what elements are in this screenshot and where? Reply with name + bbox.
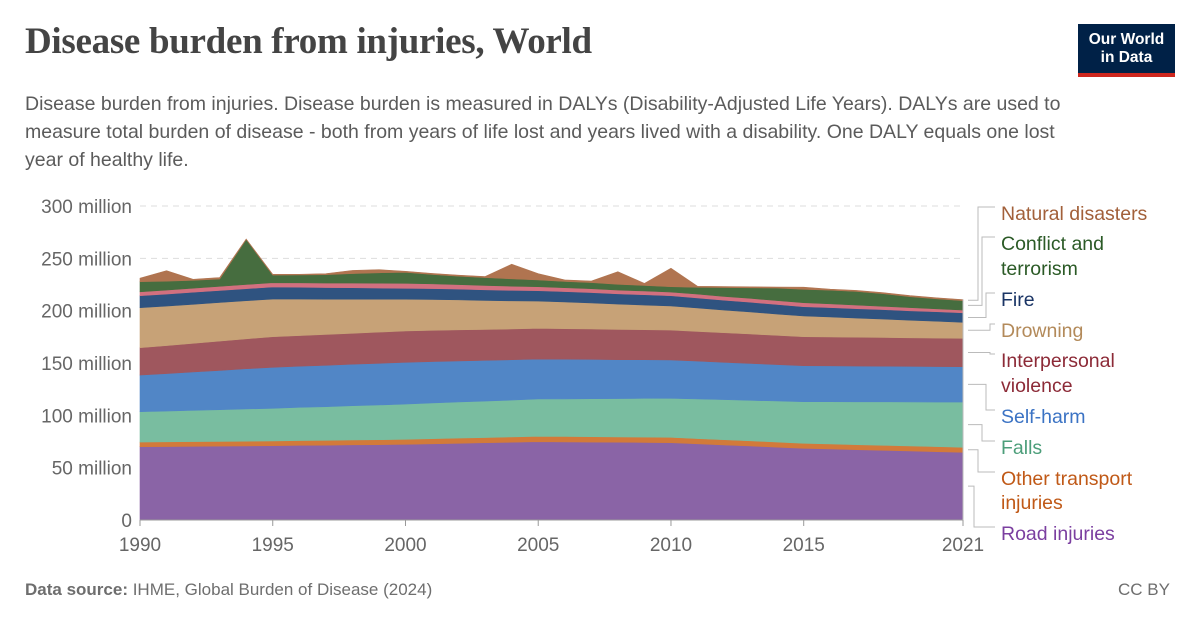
area-road-injuries[interactable] (139, 441, 964, 521)
legend-label[interactable]: Natural disasters (1001, 203, 1148, 225)
legend-connector (968, 383, 995, 411)
legend-connector (968, 236, 995, 306)
legend-connector (968, 424, 995, 442)
x-tick-label: 2010 (650, 535, 692, 556)
source-label: Data source: (25, 580, 128, 599)
y-tick-label: 0 (121, 511, 132, 532)
legend-label[interactable]: Self-harm (1001, 406, 1086, 428)
logo-line-1: Our World (1088, 31, 1165, 48)
owid-logo[interactable]: Our World in Data (1078, 24, 1175, 77)
y-tick-label: 200 million (41, 302, 132, 323)
chart-subtitle: Disease burden from injuries. Disease bu… (25, 93, 1061, 171)
chart-title: Disease burden from injuries, World (25, 21, 592, 62)
y-tick-label: 300 million (41, 197, 132, 218)
legend-label[interactable]: Drowning (1001, 320, 1083, 342)
legend-label[interactable]: Other transport (1001, 468, 1133, 490)
legend-connector (968, 206, 995, 301)
y-tick-label: 50 million (52, 459, 132, 480)
legend-label[interactable]: Conflict and (1001, 233, 1104, 255)
y-tick-label: 100 million (41, 406, 132, 427)
legend-label[interactable]: Interpersonal (1001, 350, 1115, 372)
legend-connector (968, 449, 995, 473)
x-tick-label: 2000 (384, 535, 426, 556)
legend-connector (968, 323, 995, 331)
legend-label[interactable]: Fire (1001, 289, 1035, 311)
source-text: IHME, Global Burden of Disease (2024) (127, 580, 433, 599)
x-tick-label: 2015 (783, 535, 825, 556)
legend-label[interactable]: Falls (1001, 437, 1042, 459)
footer-source: Data source: IHME, Global Burden of Dise… (25, 580, 432, 600)
legend-connector (968, 485, 995, 528)
legend-label[interactable]: injuries (1001, 492, 1063, 514)
legend-label[interactable]: terrorism (1001, 258, 1078, 280)
x-tick-label: 1995 (252, 535, 294, 556)
legend-label[interactable]: violence (1001, 375, 1073, 397)
legend-connector (968, 292, 995, 319)
x-tick-label: 2021 (942, 535, 984, 556)
y-tick-label: 150 million (41, 354, 132, 375)
logo-line-2: in Data (1100, 49, 1153, 66)
legend-label[interactable]: Road injuries (1001, 523, 1115, 545)
y-tick-label: 250 million (41, 249, 132, 270)
x-tick-label: 1990 (119, 535, 161, 556)
license-link[interactable]: CC BY (1118, 580, 1170, 599)
legend-connector (968, 351, 995, 355)
x-tick-label: 2005 (517, 535, 559, 556)
